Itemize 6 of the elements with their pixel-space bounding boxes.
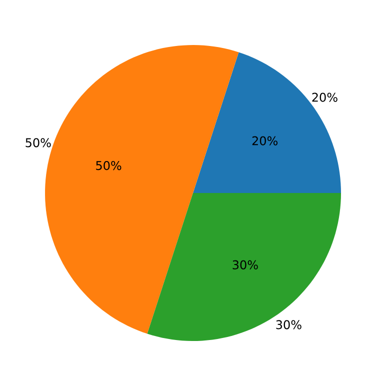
data-label: 50% — [96, 161, 122, 170]
slice-label: 30% — [276, 320, 302, 330]
slice-label: 20% — [312, 92, 338, 102]
slice-label: 50% — [26, 138, 51, 148]
data-label: 30% — [232, 260, 258, 270]
data-label: 20% — [252, 136, 278, 146]
